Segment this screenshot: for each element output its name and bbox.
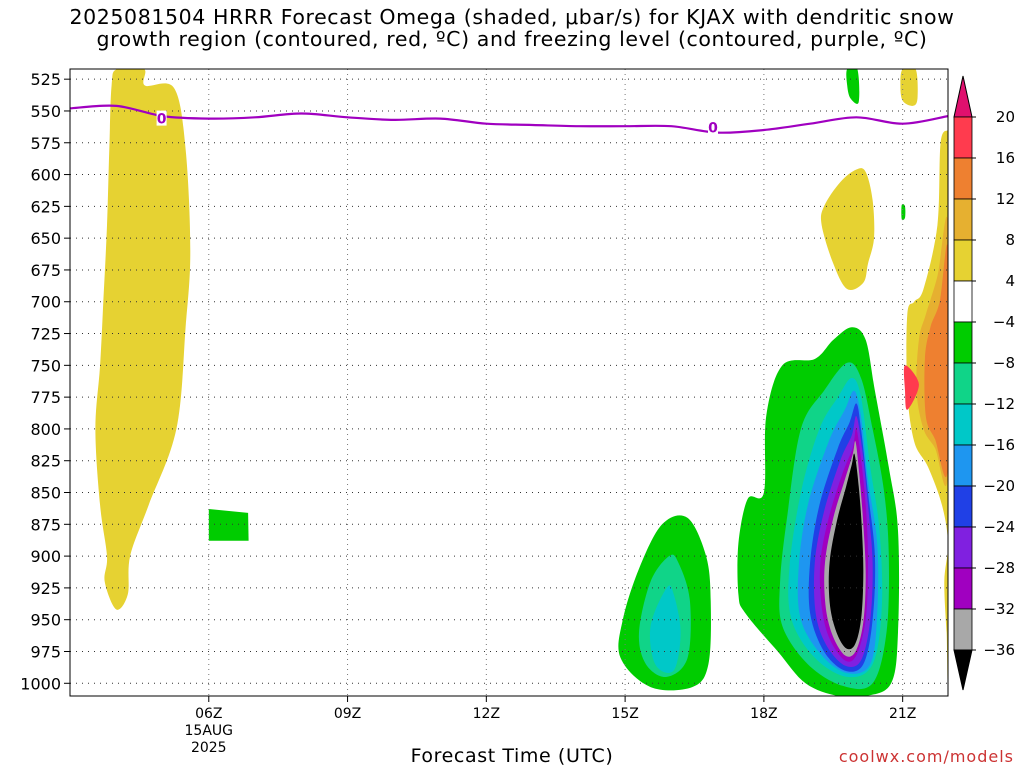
colorbar-label-12: 12 xyxy=(996,190,1015,208)
colorbar-swatch xyxy=(953,444,973,487)
plot-area: 00 xyxy=(69,68,949,697)
y-tick-label-975: 975 xyxy=(30,642,61,661)
y-tick-label-775: 775 xyxy=(30,388,61,407)
x-tick-label: 12Z xyxy=(473,706,500,722)
y-tick-label-700: 700 xyxy=(30,293,61,312)
x-tick-label: 09Z xyxy=(334,706,361,722)
x-axis-label: Forecast Time (UTC) xyxy=(410,745,614,767)
colorbar-swatch xyxy=(953,567,973,610)
chart-title-line-1: 2025081504 HRRR Forecast Omega (shaded, … xyxy=(69,5,955,29)
colorbar-swatch xyxy=(953,280,973,323)
y-tick-label-575: 575 xyxy=(30,134,61,153)
y-tick-label-625: 625 xyxy=(30,197,61,216)
colorbar-label--16: −16 xyxy=(983,436,1015,454)
y-tick-label-1000: 1000 xyxy=(20,674,61,693)
region-small-updraft-box xyxy=(208,509,249,541)
colorbar-swatch xyxy=(953,157,973,200)
y-tick-label-800: 800 xyxy=(30,420,61,439)
colorbar-label--24: −24 xyxy=(983,518,1015,536)
colorbar-swatch xyxy=(953,116,973,159)
freezing-label-bg xyxy=(156,110,167,126)
region-upper-right-positive xyxy=(820,168,875,290)
colorbar-label--20: −20 xyxy=(983,477,1015,495)
x-tick-label: 18Z xyxy=(750,706,777,722)
region-mid-updraft-core xyxy=(649,585,681,673)
colorbar-swatch xyxy=(953,485,973,528)
colorbar-swatch xyxy=(953,403,973,446)
y-axis-ticks: 525 550 575 600 625 650 675 700 725 750 775 800 825 8… xyxy=(20,70,70,693)
colorbar-bottom-arrow xyxy=(953,649,973,691)
grid-lines xyxy=(70,69,948,696)
y-tick-label-900: 900 xyxy=(30,547,61,566)
region-right-edge-16 xyxy=(903,365,919,410)
x-tick-label: 15AUG xyxy=(185,723,234,739)
colorbar-swatch xyxy=(953,239,973,282)
y-tick-label-925: 925 xyxy=(30,579,61,598)
colorbar-swatch xyxy=(953,198,973,241)
y-tick-label-650: 650 xyxy=(30,229,61,248)
colorbar-swatch xyxy=(953,526,973,569)
freezing-level-contour: 00 xyxy=(70,104,948,137)
plot-border xyxy=(69,68,949,697)
y-tick-label-675: 675 xyxy=(30,261,61,280)
freezing-level-label: 0 xyxy=(157,112,167,128)
y-tick-label-750: 750 xyxy=(30,356,61,375)
colorbar-label--12: −12 xyxy=(983,395,1015,413)
watermark: coolwx.com/models xyxy=(838,747,1014,766)
y-tick-label-850: 850 xyxy=(30,484,61,503)
colorbar-swatch xyxy=(953,362,973,405)
colorbar-label--36: −36 xyxy=(983,641,1015,659)
x-tick-label: 21Z xyxy=(889,706,916,722)
colorbar-label-20: 20 xyxy=(996,108,1015,126)
colorbar-label--8: −8 xyxy=(993,354,1015,372)
y-tick-label-600: 600 xyxy=(30,166,61,185)
colorbar-label-16: 16 xyxy=(996,149,1015,167)
region-top-negative-spot xyxy=(846,69,860,104)
shaded-regions xyxy=(95,69,948,696)
colorbar-label-8: 8 xyxy=(1005,231,1015,249)
y-tick-label-550: 550 xyxy=(30,102,61,121)
y-tick-label-725: 725 xyxy=(30,325,61,344)
x-tick-label: 06Z xyxy=(195,706,222,722)
colorbar-label--32: −32 xyxy=(983,600,1015,618)
y-tick-label-950: 950 xyxy=(30,611,61,630)
region-right-edge-12 xyxy=(924,244,948,478)
region-tiny-negative-spot xyxy=(901,204,906,221)
colorbar-swatch xyxy=(953,321,973,364)
region-main-updraft-core xyxy=(828,453,864,650)
chart-title: 2025081504 HRRR Forecast Omega (shaded, … xyxy=(0,6,1024,50)
x-tick-label: 15Z xyxy=(611,706,638,722)
freezing-label-bg xyxy=(708,119,719,135)
chart-title-line-2: growth region (contoured, red, ºC) and f… xyxy=(96,27,928,51)
y-tick-label-525: 525 xyxy=(30,70,61,89)
colorbar-label--28: −28 xyxy=(983,559,1015,577)
freezing-level-label: 0 xyxy=(708,121,718,137)
y-tick-label-875: 875 xyxy=(30,515,61,534)
y-tick-label-825: 825 xyxy=(30,452,61,471)
freezing-level-line xyxy=(70,104,948,134)
x-tick-label: 2025 xyxy=(191,740,227,756)
colorbar-label-4: 4 xyxy=(1005,272,1015,290)
colorbar: 20 16 12 8 4 −4 −8 −12 −16 −20 −24 −28 −32 −36 xyxy=(953,75,1015,691)
colorbar-swatch xyxy=(953,608,973,651)
region-early-positive-band xyxy=(95,69,191,610)
colorbar-label--4: −4 xyxy=(993,313,1015,331)
colorbar-top-arrow xyxy=(953,75,973,118)
region-top-positive-blob xyxy=(900,69,918,106)
